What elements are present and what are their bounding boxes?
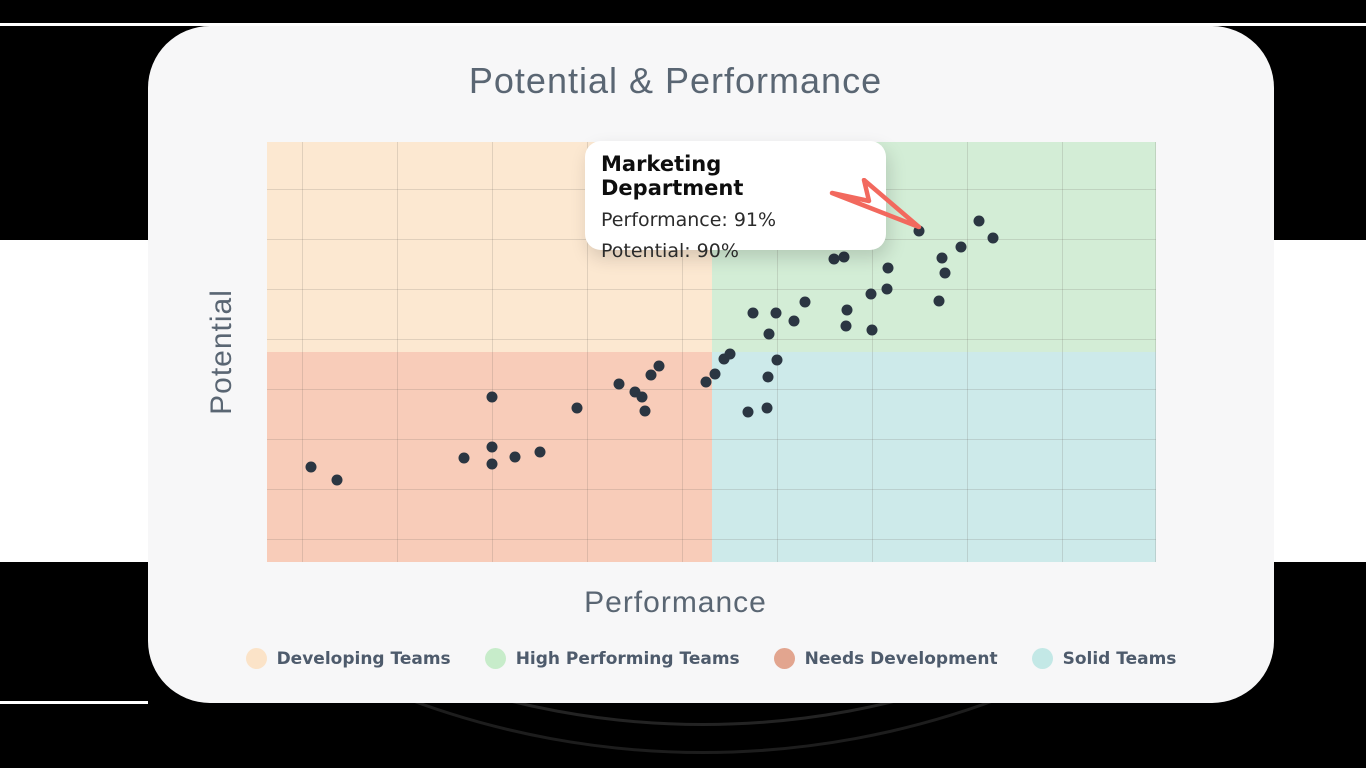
- data-point[interactable]: [486, 458, 498, 470]
- data-point[interactable]: [841, 304, 853, 316]
- data-point[interactable]: [840, 320, 852, 332]
- gridline-horizontal: [267, 389, 1156, 390]
- gridline-vertical: [302, 142, 303, 562]
- data-point[interactable]: [486, 441, 498, 453]
- data-point[interactable]: [788, 315, 800, 327]
- data-point[interactable]: [305, 461, 317, 473]
- frame-divider-line: [0, 701, 148, 704]
- shadow-arc: [0, 562, 1366, 754]
- data-point[interactable]: [653, 360, 665, 372]
- legend-dot-icon: [245, 648, 267, 669]
- gridline-horizontal: [267, 539, 1156, 540]
- quadrant-needs-development: [267, 352, 712, 562]
- data-point[interactable]: [799, 296, 811, 308]
- data-point[interactable]: [509, 451, 521, 463]
- legend-label: Developing Teams: [276, 648, 451, 669]
- data-point[interactable]: [331, 474, 343, 486]
- data-point[interactable]: [955, 241, 967, 253]
- data-point[interactable]: [639, 405, 651, 417]
- data-point[interactable]: [866, 324, 878, 336]
- gridline-vertical: [397, 142, 398, 562]
- data-point[interactable]: [724, 348, 736, 360]
- data-point[interactable]: [645, 369, 657, 381]
- data-point[interactable]: [987, 232, 999, 244]
- data-point[interactable]: [629, 386, 641, 398]
- gridline-vertical: [682, 142, 683, 562]
- data-point[interactable]: [838, 251, 850, 263]
- data-point[interactable]: [882, 262, 894, 274]
- y-axis-label-wrap: Potential: [192, 142, 252, 562]
- data-point[interactable]: [486, 391, 498, 403]
- data-point[interactable]: [534, 446, 546, 458]
- pointer-arrow-icon: [828, 177, 922, 248]
- data-point[interactable]: [771, 354, 783, 366]
- gridline-horizontal: [267, 489, 1156, 490]
- data-point[interactable]: [763, 328, 775, 340]
- data-point[interactable]: [636, 391, 648, 403]
- data-point[interactable]: [770, 307, 782, 319]
- data-point[interactable]: [828, 253, 840, 265]
- tooltip: Marketing Department Performance: 91% Po…: [585, 141, 886, 262]
- data-point[interactable]: [458, 452, 470, 464]
- data-point[interactable]: [700, 376, 712, 388]
- data-point[interactable]: [936, 252, 948, 264]
- shadow-arc: [0, 562, 1366, 726]
- data-point[interactable]: [865, 288, 877, 300]
- data-point[interactable]: [913, 225, 925, 237]
- data-point[interactable]: [939, 267, 951, 279]
- legend-item-needs-development[interactable]: Needs Development: [773, 648, 998, 669]
- gridline-vertical: [587, 142, 588, 562]
- gridline-vertical: [1062, 142, 1063, 562]
- gridline-vertical: [777, 142, 778, 562]
- x-axis-label: Performance: [584, 586, 767, 619]
- legend-dot-icon: [1031, 648, 1053, 669]
- data-point[interactable]: [762, 371, 774, 383]
- gridline-horizontal: [267, 439, 1156, 440]
- tooltip-title: Marketing Department: [601, 152, 744, 200]
- legend-label: Solid Teams: [1062, 648, 1177, 669]
- legend-label: Needs Development: [804, 648, 998, 669]
- legend: Developing Teams High Performing Teams Nee…: [148, 648, 1274, 669]
- quadrant-solid-teams: [711, 352, 1156, 562]
- data-point[interactable]: [747, 307, 759, 319]
- data-point[interactable]: [709, 368, 721, 380]
- chart-title: Potential & Performance: [468, 60, 883, 101]
- data-point[interactable]: [571, 402, 583, 414]
- tooltip-potential-value: Potential: 90%: [601, 240, 739, 262]
- legend-dot-icon: [773, 648, 795, 669]
- gridline-vertical: [1155, 142, 1156, 562]
- data-point[interactable]: [973, 215, 985, 227]
- legend-item-developing-teams[interactable]: Developing Teams: [245, 648, 451, 669]
- data-point[interactable]: [742, 406, 754, 418]
- data-point[interactable]: [718, 353, 730, 365]
- chart-card: Potential & Performance Potential Market…: [148, 26, 1274, 703]
- legend-dot-icon: [484, 648, 506, 669]
- gridline-vertical: [872, 142, 873, 562]
- data-point[interactable]: [933, 295, 945, 307]
- legend-item-solid-teams[interactable]: Solid Teams: [1031, 648, 1177, 669]
- data-point[interactable]: [613, 378, 625, 390]
- top-frame-bar: [0, 0, 1366, 23]
- tooltip-performance-value: Performance: 91%: [601, 209, 777, 231]
- data-point[interactable]: [761, 402, 773, 414]
- gridline-horizontal: [267, 339, 1156, 340]
- legend-item-high-performing-teams[interactable]: High Performing Teams: [484, 648, 740, 669]
- y-axis-label: Potential: [205, 289, 238, 415]
- gridline-vertical: [492, 142, 493, 562]
- legend-label: High Performing Teams: [515, 648, 740, 669]
- gridline-vertical: [967, 142, 968, 562]
- gridline-horizontal: [267, 289, 1156, 290]
- data-point[interactable]: [881, 283, 893, 295]
